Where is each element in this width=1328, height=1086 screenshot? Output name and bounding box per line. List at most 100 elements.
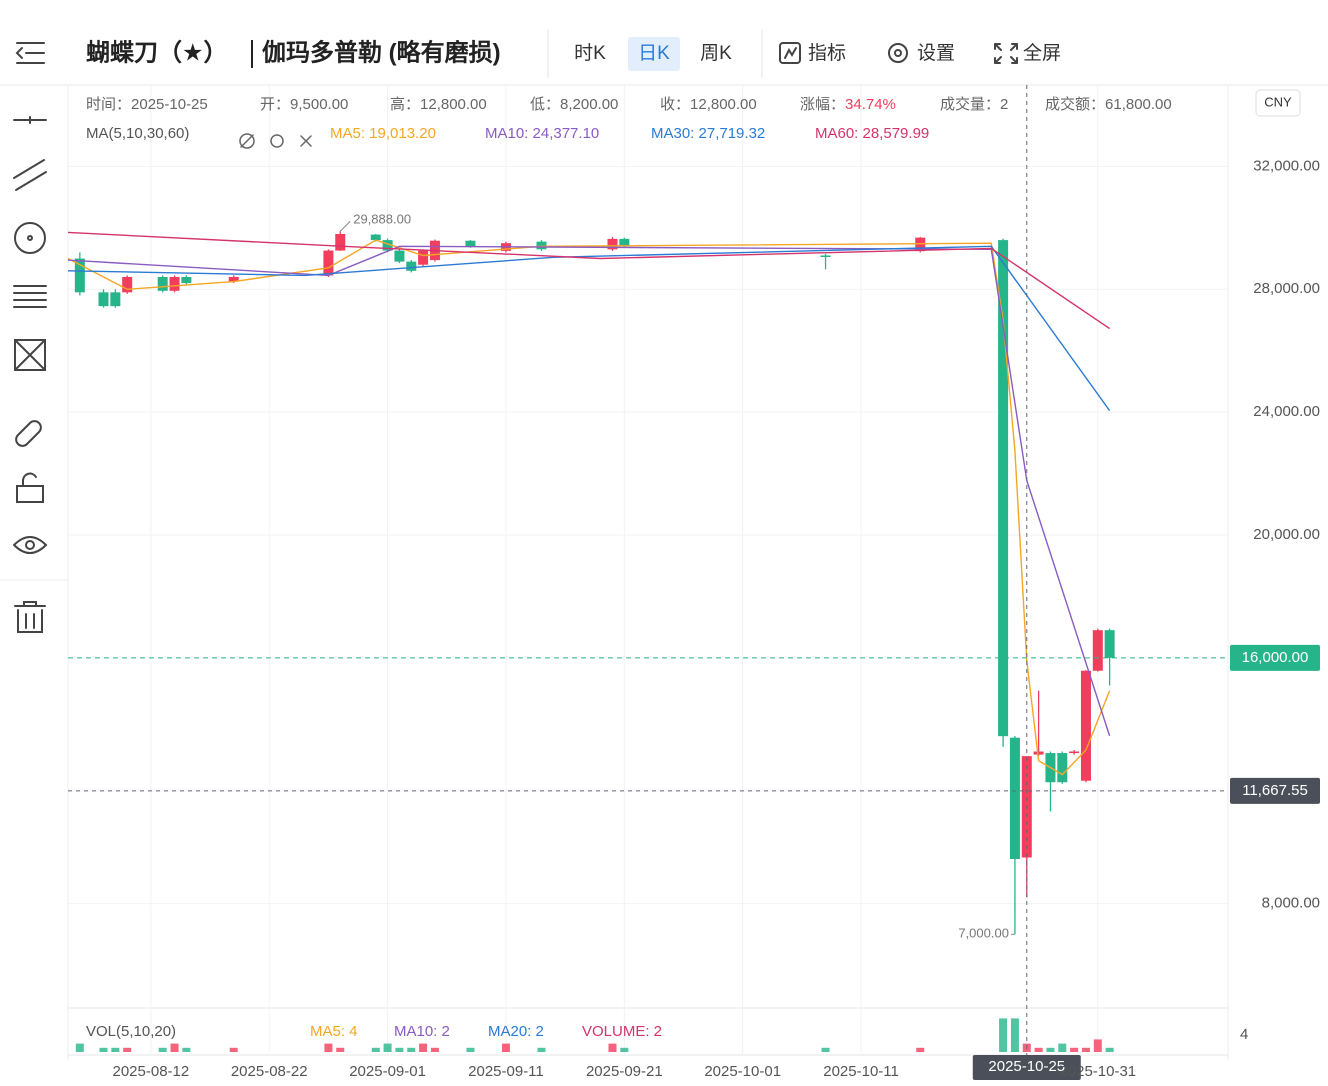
legend-entry: MA5: 19,013.20 <box>330 125 436 142</box>
volume-bar <box>466 1047 475 1052</box>
legend-entry: MA10: 2 <box>394 1023 450 1040</box>
lock-tool[interactable] <box>16 472 44 503</box>
plot <box>67 231 1115 1052</box>
candle-body <box>323 250 334 276</box>
indicator-icon[interactable] <box>779 42 801 64</box>
candle-body <box>1069 751 1080 754</box>
info-item: 成交量：2 <box>940 95 1008 113</box>
volume-bar <box>430 1047 439 1052</box>
info-value: 34.74% <box>845 96 896 113</box>
legend-entry: MA10: 24,377.10 <box>485 125 599 142</box>
menu-icon[interactable] <box>15 42 45 64</box>
crosshair-price-tag <box>1230 777 1320 804</box>
volume-bar <box>419 1043 428 1052</box>
x-tick-label: 2025-10-31 <box>1059 1063 1136 1080</box>
legend-entry: MA30: 27,719.32 <box>651 125 765 142</box>
item-name: 伽玛多普勒 (略有磨损) <box>262 38 501 66</box>
info-label: 收： <box>660 96 690 113</box>
x-tick-label: 2025-09-21 <box>586 1063 663 1080</box>
candle-body <box>465 240 476 247</box>
candle-body <box>382 240 393 251</box>
candle-body <box>1104 630 1115 658</box>
magnet-tool[interactable] <box>15 420 42 447</box>
legend-entry: MA60: 28,579.99 <box>815 125 929 142</box>
info-label: 涨幅： <box>800 96 845 113</box>
annotation-pointer <box>339 220 351 232</box>
visibility-tool[interactable] <box>13 536 48 554</box>
period-tab[interactable]: 时K <box>574 42 606 64</box>
candle-body <box>157 276 168 291</box>
volume-bar <box>229 1047 238 1052</box>
legend-entry: VOLUME: 2 <box>582 1023 662 1040</box>
volume-bar <box>1081 1047 1090 1052</box>
hide-button[interactable] <box>239 133 255 149</box>
annotation-label: 7,000.00 <box>958 926 1009 941</box>
volume-bar <box>75 1043 84 1052</box>
fullscreen-icon[interactable] <box>994 43 1018 64</box>
close-button[interactable] <box>300 135 312 147</box>
candle-body <box>74 258 85 293</box>
trendline-tool[interactable] <box>13 159 47 191</box>
volume-bar <box>123 1047 132 1052</box>
candle-body <box>1057 753 1068 783</box>
volume-bar <box>620 1047 629 1052</box>
candle-body <box>228 276 239 282</box>
candle-body <box>335 233 346 251</box>
volume-bar <box>371 1047 380 1052</box>
y-tick-label: 24,000.00 <box>1253 403 1320 420</box>
ma-legend: MA5: 19,013.20 MA10: 24,377.10 MA30: 27,71… <box>330 125 929 142</box>
x-tick-label: 2025-10-11 <box>823 1063 899 1080</box>
info-label: 高： <box>390 96 420 113</box>
candle-body <box>607 238 618 250</box>
circle-tool[interactable] <box>14 222 46 254</box>
period-tab[interactable]: 周K <box>700 43 732 64</box>
tool-button[interactable]: 设置 <box>917 42 955 64</box>
volume-bar <box>336 1047 345 1052</box>
info-value: 9,500.00 <box>290 96 348 113</box>
settings-button[interactable] <box>270 134 284 148</box>
candle-body <box>915 237 926 252</box>
candle-body <box>998 240 1009 737</box>
candle-body <box>394 250 405 262</box>
info-value: 2 <box>1000 96 1008 113</box>
info-item: 收：12,800.00 <box>660 96 757 113</box>
currency-button[interactable] <box>1255 89 1301 117</box>
info-label: 成交量： <box>940 95 1000 113</box>
settings-icon[interactable] <box>888 43 908 63</box>
tool-button[interactable]: 全屏 <box>1023 42 1061 64</box>
info-label: 成交额： <box>1045 95 1105 113</box>
candle-body <box>1009 737 1020 860</box>
volume-bar <box>1046 1047 1055 1052</box>
ma-title: MA(5,10,30,60) <box>86 125 189 142</box>
info-value: 61,800.00 <box>1105 96 1172 113</box>
candle-body <box>619 238 630 247</box>
hline-tool[interactable] <box>13 116 47 124</box>
candle-body <box>1092 630 1103 671</box>
volume-bar <box>501 1043 510 1052</box>
volume-bar <box>1058 1043 1067 1052</box>
volume-bar <box>99 1047 108 1052</box>
overlay: 29,888.00 7,000.00 16,000.00 11,667.55 2025-… <box>68 85 1320 1080</box>
volume-bar <box>158 1047 167 1052</box>
last-price-tag <box>1230 644 1320 671</box>
y-tick-label: 32,000.00 <box>1253 157 1320 174</box>
volume-title: VOL(5,10,20) <box>86 1023 176 1040</box>
candle-body <box>820 255 831 258</box>
volume-bar <box>324 1043 333 1052</box>
fib-tool[interactable] <box>13 285 47 308</box>
pattern-tool[interactable] <box>14 339 46 371</box>
info-value: 8,200.00 <box>560 96 618 113</box>
top-toolbar: 蝴蝶刀（★） 伽玛多普勒 (略有磨损) 时K 日K 周K 指标 设置 全屏 <box>15 30 1061 78</box>
info-item: 低：8,200.00 <box>530 96 618 113</box>
tool-button[interactable]: 指标 <box>808 42 846 64</box>
x-tick-label: 2025-08-12 <box>112 1063 189 1080</box>
legend-controls <box>239 133 312 149</box>
drawing-toolbar <box>13 116 48 633</box>
page-title: 蝴蝶刀（★） <box>86 39 228 66</box>
delete-tool[interactable] <box>14 601 46 633</box>
info-value: 12,800.00 <box>420 96 487 113</box>
legend-entry: MA20: 2 <box>488 1023 544 1040</box>
period-tab[interactable]: 日K <box>638 43 670 64</box>
